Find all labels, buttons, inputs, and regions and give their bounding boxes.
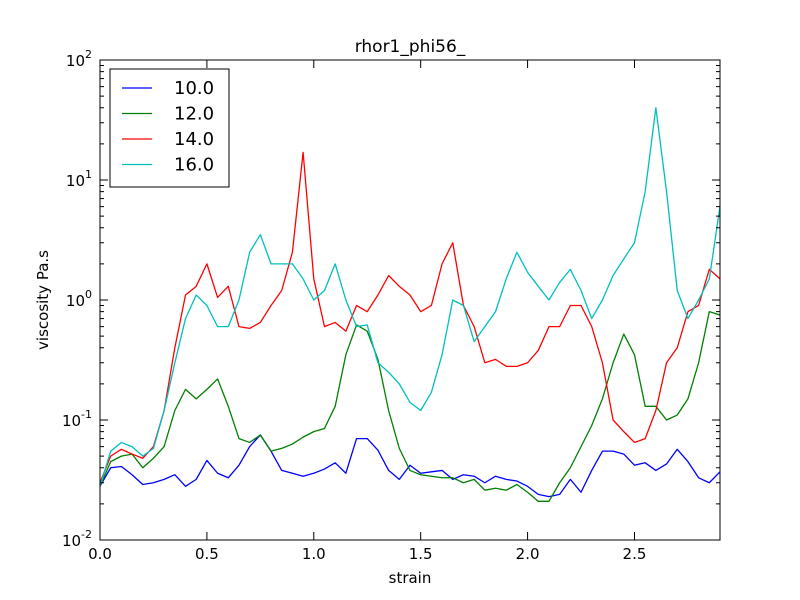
y-tick-label: 10-1	[62, 408, 92, 430]
ticks-layer: 0.0 0.5 1.0 1.5 2.0 2.5 10-2 10-1 100 101 102	[62, 48, 720, 563]
series-line-1	[100, 310, 720, 502]
legend-label-0: 10.0	[174, 78, 214, 99]
chart-title: rhor1_phi56_	[355, 37, 466, 57]
series-line-0	[100, 434, 720, 498]
y-tick-label: 102	[66, 48, 92, 70]
y-axis-label: viscosity Pa.s	[34, 250, 52, 350]
y-tick-label: 101	[66, 168, 92, 190]
x-tick-label: 2.0	[516, 545, 540, 563]
legend-box	[109, 68, 230, 188]
legend: 10.0 12.0 14.0 16.0	[109, 68, 230, 188]
x-axis-label: strain	[389, 569, 432, 587]
x-tick-label: 0.5	[195, 545, 219, 563]
x-tick-label: 0.0	[88, 545, 112, 563]
series-line-3	[100, 107, 720, 487]
series-layer	[100, 107, 720, 502]
series-line-2	[100, 151, 720, 483]
legend-label-3: 16.0	[174, 155, 214, 176]
y-tick-label: 100	[66, 288, 92, 310]
legend-label-2: 14.0	[174, 129, 214, 150]
x-tick-label: 1.0	[302, 545, 326, 563]
x-tick-label: 1.5	[409, 545, 433, 563]
x-tick-label: 2.5	[623, 545, 647, 563]
y-tick-label: 10-2	[62, 528, 92, 550]
legend-label-1: 12.0	[174, 104, 214, 125]
